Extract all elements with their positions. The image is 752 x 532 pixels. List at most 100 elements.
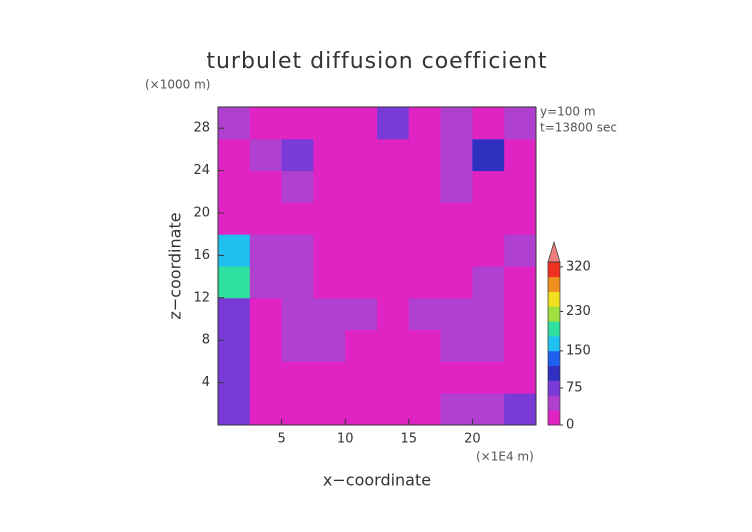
annotation: y=100 m (540, 105, 596, 119)
cell (472, 266, 505, 299)
cell (377, 393, 410, 426)
cell (408, 202, 442, 235)
cell (377, 170, 410, 203)
cell (218, 329, 251, 362)
cell (440, 329, 473, 362)
colorbar-segment (548, 380, 560, 396)
cell (377, 138, 410, 172)
colorbar-tick-label: 150 (566, 343, 591, 358)
cell (313, 202, 346, 235)
cell (408, 107, 442, 140)
cell (345, 234, 378, 267)
cell (504, 170, 537, 203)
cell (440, 170, 473, 203)
cell (218, 266, 251, 299)
cell (472, 361, 505, 394)
cell (472, 170, 505, 203)
cell (345, 266, 378, 299)
cell (313, 329, 346, 362)
cell (345, 107, 378, 140)
colorbar-segment (548, 410, 560, 426)
colorbar-segment (548, 350, 560, 367)
cell (408, 234, 442, 267)
cell (504, 329, 537, 362)
cell (440, 361, 473, 394)
colorbar-segment (548, 276, 560, 292)
colorbar-segment (548, 321, 560, 337)
cell (281, 202, 314, 235)
cell (313, 107, 346, 140)
cell (345, 361, 378, 394)
cell (504, 361, 537, 394)
cell (249, 202, 283, 235)
cell (281, 138, 314, 172)
x-tick-label: 20 (464, 432, 481, 447)
cell (504, 266, 537, 299)
cell (472, 234, 505, 267)
colorbar-frame (547, 261, 561, 426)
cell (345, 138, 378, 172)
cell (504, 234, 537, 267)
cell (218, 361, 251, 394)
cell (281, 170, 314, 203)
cell (472, 138, 505, 172)
cell (218, 138, 251, 172)
y-tick-label: 28 (193, 121, 210, 136)
cell (313, 361, 346, 394)
cell (440, 234, 473, 267)
cell (218, 297, 251, 331)
cell (504, 202, 537, 235)
cell (408, 361, 442, 394)
y-axis-title: z−coordinate (166, 212, 185, 319)
colorbar-tick-label: 230 (566, 304, 591, 319)
colorbar-tick-label: 320 (566, 259, 591, 274)
x-tick-label: 10 (337, 432, 354, 447)
colorbar-segment (548, 291, 560, 307)
cell (504, 393, 537, 426)
y-unit: (×1000 m) (145, 78, 210, 92)
cell (249, 234, 283, 267)
cell (377, 234, 410, 267)
colorbar-tick-label: 0 (566, 418, 574, 433)
cell (377, 266, 410, 299)
cell (377, 107, 410, 140)
cell (313, 170, 346, 203)
cell (313, 266, 346, 299)
cell (472, 329, 505, 362)
cell (249, 297, 283, 331)
x-tick-label: 15 (401, 432, 418, 447)
cell (377, 361, 410, 394)
cell (440, 202, 473, 235)
cell (345, 202, 378, 235)
cell (377, 329, 410, 362)
y-tick-label: 4 (202, 375, 210, 390)
cell (408, 170, 442, 203)
cell (281, 266, 314, 299)
cell (504, 138, 537, 172)
annotation: t=13800 sec (540, 121, 617, 135)
cell (472, 107, 505, 140)
cell (249, 138, 283, 172)
cell (377, 297, 410, 331)
cell (504, 297, 537, 331)
colorbar-segment (548, 365, 560, 381)
cell (313, 393, 346, 426)
cell (249, 329, 283, 362)
y-tick-label: 16 (193, 248, 210, 263)
cell (281, 234, 314, 267)
x-axis-title: x−coordinate (323, 471, 431, 490)
cell (313, 234, 346, 267)
cell (408, 138, 442, 172)
cell (408, 297, 442, 331)
cell (345, 297, 378, 331)
cell (281, 329, 314, 362)
cell (281, 393, 314, 426)
cell (249, 361, 283, 394)
colorbar-segment (548, 262, 560, 278)
cell (408, 329, 442, 362)
cell (313, 138, 346, 172)
cell (345, 329, 378, 362)
cell (218, 202, 251, 235)
cell (249, 393, 283, 426)
